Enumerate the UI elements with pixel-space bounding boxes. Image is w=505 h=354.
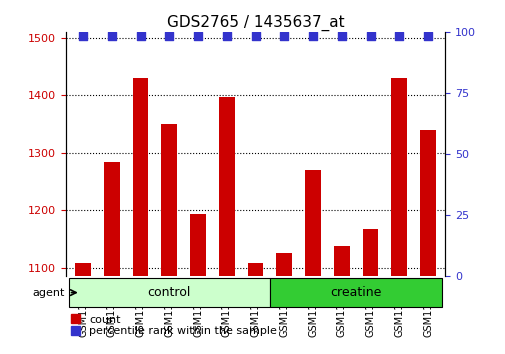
Bar <box>219 97 234 276</box>
Point <box>251 33 259 38</box>
Bar <box>390 78 407 276</box>
Point <box>280 33 288 38</box>
Point <box>222 33 230 38</box>
Bar <box>132 78 148 276</box>
Bar <box>161 124 177 276</box>
Text: creatine: creatine <box>330 286 381 299</box>
Point <box>366 33 374 38</box>
Bar <box>247 263 263 276</box>
Title: GDS2765 / 1435637_at: GDS2765 / 1435637_at <box>166 14 344 30</box>
Legend: count, percentile rank within the sample: count, percentile rank within the sample <box>71 314 276 336</box>
Bar <box>276 253 291 276</box>
Bar <box>305 170 320 276</box>
Point <box>394 33 402 38</box>
Bar <box>362 229 378 276</box>
Point <box>193 33 201 38</box>
Bar <box>419 130 435 276</box>
Bar <box>104 162 120 276</box>
Point <box>136 33 144 38</box>
Point <box>79 33 87 38</box>
Text: agent: agent <box>33 287 65 298</box>
Point <box>423 33 431 38</box>
Point <box>309 33 317 38</box>
FancyBboxPatch shape <box>69 278 269 307</box>
Bar <box>75 263 91 276</box>
Text: control: control <box>147 286 190 299</box>
Point <box>165 33 173 38</box>
Point <box>108 33 116 38</box>
Bar <box>190 214 206 276</box>
Point <box>337 33 345 38</box>
Bar <box>333 246 349 276</box>
FancyBboxPatch shape <box>269 278 441 307</box>
